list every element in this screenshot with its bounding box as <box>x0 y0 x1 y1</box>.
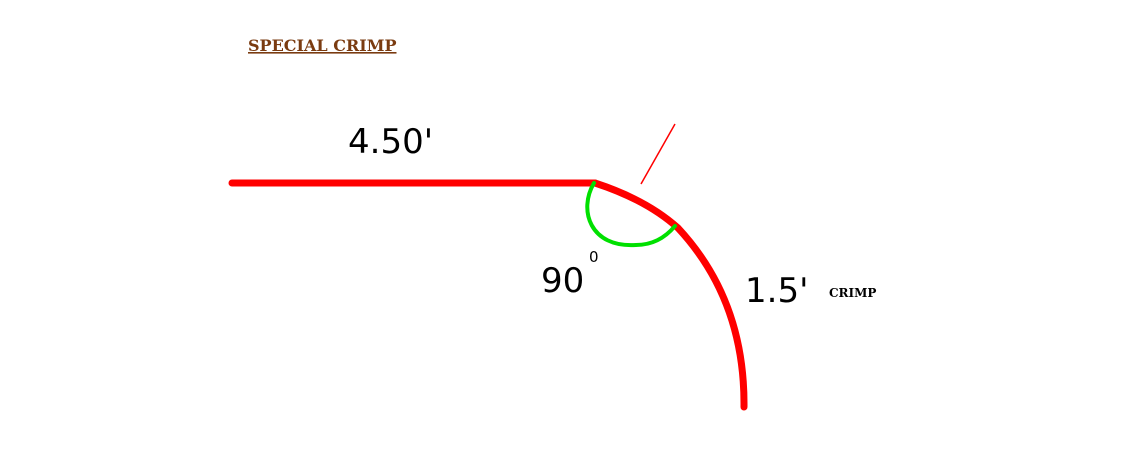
crimp-length-label: 1.5' <box>745 271 808 311</box>
crimp-label: CRIMP <box>829 286 876 300</box>
leader-line <box>640 123 676 185</box>
angle-label: 90 <box>541 261 584 301</box>
straight-length-label: 4.50' <box>348 122 433 162</box>
diagram-title: SPECIAL CRIMP <box>248 36 397 55</box>
angle-unit-label: 0 <box>589 248 599 266</box>
crimp-curve-segment <box>591 179 748 411</box>
angle-arc <box>585 181 677 248</box>
